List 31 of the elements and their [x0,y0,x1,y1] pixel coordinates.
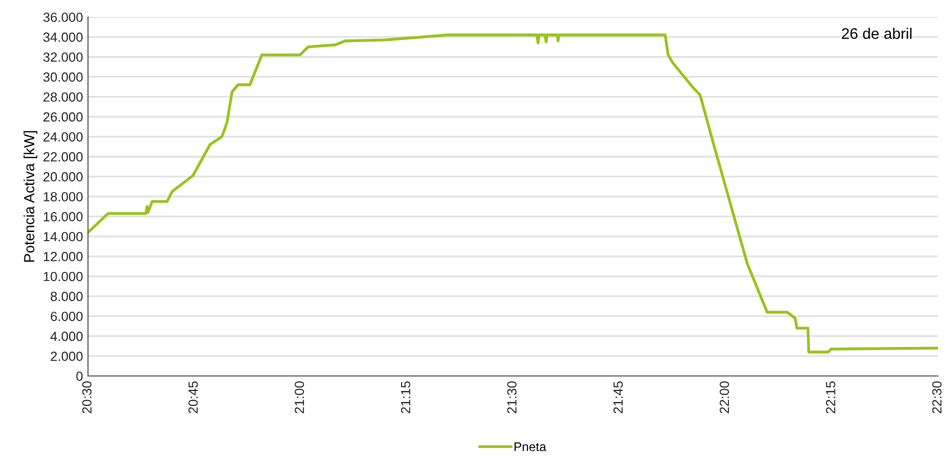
x-tick-label: 21:45 [613,381,623,414]
x-tick-label: 22:30 [932,381,942,414]
y-tick-label: 28.000 [43,92,83,102]
y-tick-label: 32.000 [43,52,83,62]
x-tick-label: 21:30 [507,381,517,414]
y-tick-label: 22.000 [43,152,83,162]
y-tick-label: 10.000 [44,272,83,282]
y-tick-label: 8.000 [50,292,83,302]
y-tick-label: 12.000 [44,252,83,262]
y-tick-label: 0 [76,372,83,381]
y-axis-title: Potencia Activa [kW] [24,131,38,262]
legend-label: Pneta [514,442,546,452]
x-tick-label: 21:00 [294,381,304,414]
y-tick-label: 36.000 [43,12,83,22]
y-tick-label: 26.000 [43,112,83,122]
x-tick-label: 21:15 [400,381,410,414]
y-tick-label: 4.000 [50,332,83,342]
y-tick-label: 2.000 [50,352,83,361]
annotation: 26 de abril [842,28,912,39]
y-tick-label: 20.000 [43,172,83,182]
x-tick-label: 20:45 [188,381,198,414]
y-tick-label: 30.000 [43,72,83,82]
y-tick-label: 14.000 [44,232,83,242]
y-tick-label: 6.000 [50,312,83,322]
y-tick-label: 18.000 [44,192,83,202]
y-tick-label: 34.000 [43,32,83,42]
x-tick-label: 20:30 [82,381,92,414]
y-tick-label: 16.000 [44,212,83,222]
y-tick-label: 24.000 [43,132,83,142]
x-tick-label: 22:00 [720,381,730,414]
x-tick-label: 22:15 [826,381,836,414]
